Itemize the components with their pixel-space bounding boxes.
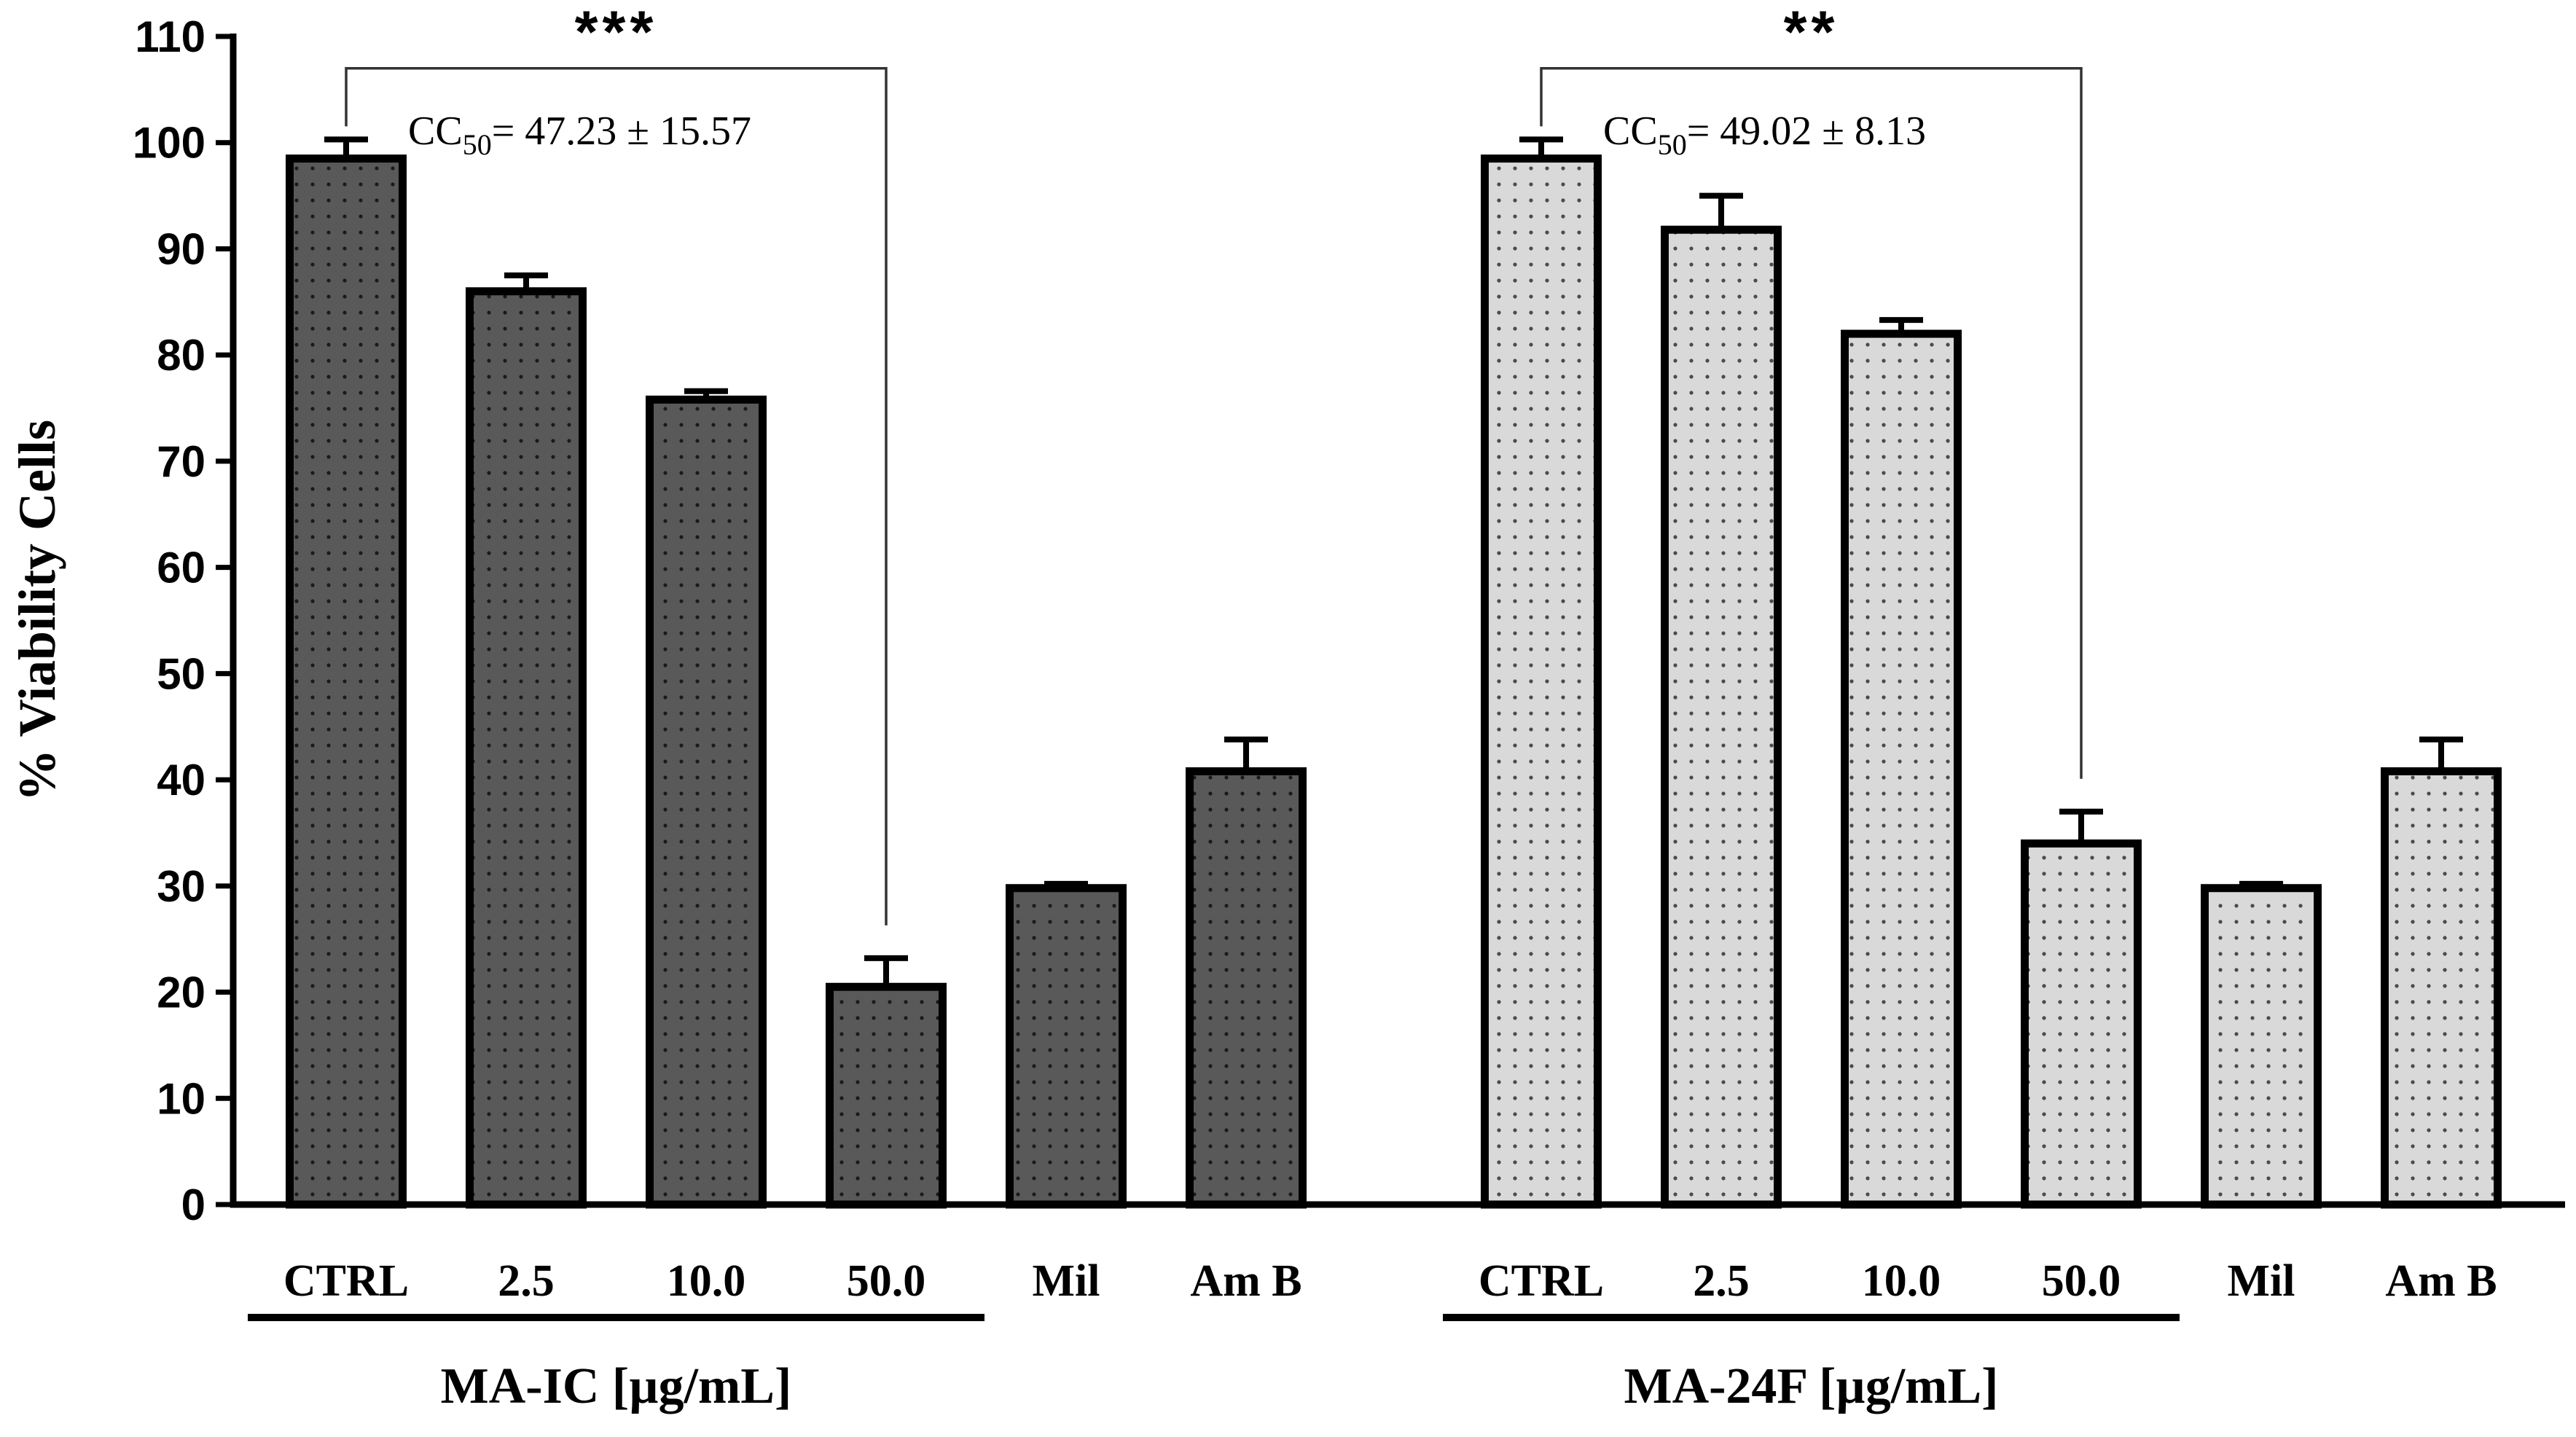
category-label: 10.0 [1862, 1256, 1941, 1306]
bar-group [2201, 880, 2322, 1209]
category-label: 2.5 [1693, 1256, 1750, 1306]
y-tick-label: 110 [135, 12, 205, 61]
bar [2021, 839, 2142, 1209]
y-tick-label: 90 [157, 224, 205, 273]
bar-group [826, 955, 947, 1209]
group-label: MA-IC [µg/mL] [441, 1358, 792, 1414]
bar-group [1661, 192, 1782, 1209]
category-label: Mil [1033, 1256, 1100, 1306]
bar [1481, 154, 1602, 1209]
bar [2381, 767, 2502, 1209]
bar [1006, 884, 1127, 1209]
y-tick-label: 100 [133, 119, 205, 168]
bar [286, 154, 407, 1209]
cc50-annotation: CC50= 47.23 ± 15.57 [408, 109, 751, 161]
bar [1841, 329, 1962, 1209]
category-label: 50.0 [847, 1256, 926, 1306]
bar-group [1006, 880, 1127, 1209]
bar-group [2021, 808, 2142, 1209]
y-tick-label: 20 [157, 968, 205, 1017]
bar [1661, 225, 1782, 1209]
bar-group [2381, 736, 2502, 1209]
significance-bracket [345, 66, 888, 925]
y-axis-label: % Viability Cells [8, 420, 66, 802]
bar [646, 395, 767, 1209]
y-tick-label: 80 [157, 331, 205, 380]
group-label: MA-24F [µg/mL] [1624, 1358, 1999, 1414]
y-tick-label: 0 [181, 1180, 205, 1229]
significance-bracket [1540, 66, 2083, 779]
category-label: Am B [2385, 1256, 2497, 1306]
y-axis: 0 10 20 30 40 50 60 70 80 90 100 110 % Viability Ce… [8, 12, 237, 1229]
bar-group [1186, 736, 1307, 1209]
y-tick-label: 60 [157, 544, 205, 592]
y-tick-label: 10 [157, 1074, 205, 1123]
bar [826, 982, 947, 1209]
category-label: 10.0 [667, 1256, 746, 1306]
bar [2201, 884, 2322, 1209]
bar [466, 287, 587, 1209]
significance-label: ** [1784, 0, 1839, 66]
bar-group [466, 272, 587, 1209]
cc50-annotation: CC50= 49.02 ± 8.13 [1603, 109, 1926, 161]
bar-group [286, 136, 407, 1209]
category-label: CTRL [283, 1256, 409, 1306]
bar-group [1841, 317, 1962, 1209]
bar [1186, 767, 1307, 1209]
y-tick-label: 70 [157, 437, 205, 486]
y-tick-label: 30 [157, 862, 205, 911]
category-label: 50.0 [2042, 1256, 2121, 1306]
category-label: 2.5 [498, 1256, 555, 1306]
y-tick-label: 40 [157, 756, 205, 804]
category-label: Am B [1190, 1256, 1301, 1306]
significance-label: *** [575, 0, 658, 66]
category-label: Mil [2228, 1256, 2295, 1306]
category-label: CTRL [1479, 1256, 1604, 1306]
bar-group [1481, 136, 1602, 1209]
y-tick-label: 50 [157, 649, 205, 698]
bar-group [646, 388, 767, 1209]
